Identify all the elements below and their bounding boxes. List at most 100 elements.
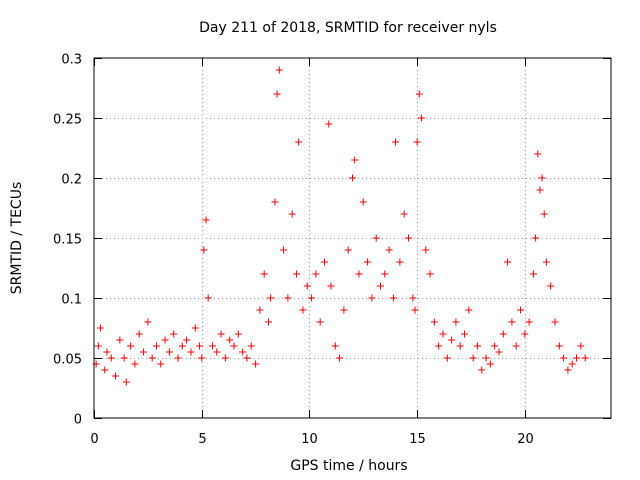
chart-title: Day 211 of 2018, SRMTID for receiver nyl…: [199, 20, 497, 36]
data-point: [389, 294, 397, 302]
data-point: [577, 342, 585, 350]
data-point: [368, 294, 376, 302]
data-point: [540, 210, 548, 218]
data-point: [400, 210, 408, 218]
data-point: [456, 342, 464, 350]
data-point: [536, 186, 544, 194]
data-point: [103, 348, 111, 356]
data-point: [144, 318, 152, 326]
data-point: [372, 234, 380, 242]
data-point: [213, 348, 221, 356]
data-point: [157, 360, 165, 368]
data-point: [331, 342, 339, 350]
data-point: [122, 378, 130, 386]
data-point: [529, 270, 537, 278]
data-point: [165, 348, 173, 356]
data-point: [107, 354, 115, 362]
data-point: [504, 258, 512, 266]
data-point: [430, 318, 438, 326]
data-point: [284, 294, 292, 302]
y-tick-label: 0.05: [53, 353, 82, 368]
data-point: [116, 336, 124, 344]
y-tick-label: 0.2: [61, 173, 82, 188]
data-point: [230, 342, 238, 350]
data-point: [273, 90, 281, 98]
data-point: [443, 354, 451, 362]
data-point: [495, 348, 503, 356]
data-point: [364, 258, 372, 266]
data-point: [547, 282, 555, 290]
data-point: [448, 336, 456, 344]
data-point: [161, 336, 169, 344]
y-tick-label: 0.3: [61, 53, 82, 68]
data-point: [196, 342, 204, 350]
data-point: [568, 360, 576, 368]
data-point: [405, 234, 413, 242]
data-point: [271, 198, 279, 206]
data-point: [131, 360, 139, 368]
data-point: [392, 138, 400, 146]
data-point: [538, 174, 546, 182]
data-point: [508, 318, 516, 326]
y-tick-label: 0.25: [53, 113, 82, 128]
data-point: [551, 318, 559, 326]
data-point: [288, 210, 296, 218]
data-point: [170, 330, 178, 338]
data-point: [135, 330, 143, 338]
data-point: [299, 306, 307, 314]
data-points: [92, 66, 589, 386]
data-point: [327, 282, 335, 290]
data-point: [200, 246, 208, 254]
data-point: [187, 348, 195, 356]
data-point: [355, 270, 363, 278]
data-point: [96, 324, 104, 332]
data-point: [452, 318, 460, 326]
data-point: [478, 366, 486, 374]
data-point: [422, 246, 430, 254]
data-point: [243, 354, 251, 362]
data-point: [411, 306, 419, 314]
data-point: [325, 120, 333, 128]
data-point: [359, 198, 367, 206]
data-point: [396, 258, 404, 266]
data-point: [534, 150, 542, 158]
x-axis-label: GPS time / hours: [290, 458, 407, 474]
x-tick-label: 5: [198, 432, 206, 447]
data-point: [469, 354, 477, 362]
data-point: [308, 294, 316, 302]
data-point: [320, 258, 328, 266]
data-point: [112, 372, 120, 380]
data-point: [316, 318, 324, 326]
data-point: [174, 354, 182, 362]
data-point: [312, 270, 320, 278]
data-point: [101, 366, 109, 374]
data-point: [482, 354, 490, 362]
data-point: [191, 324, 199, 332]
y-tick-label: 0.15: [53, 233, 82, 248]
data-point: [256, 306, 264, 314]
data-point: [303, 282, 311, 290]
data-point: [377, 282, 385, 290]
data-point: [542, 258, 550, 266]
axis-ticks: 0 0.05 0.1 0.15 0.2 0.25 0.3 0 5 10 15 20: [53, 53, 611, 447]
data-point: [198, 354, 206, 362]
data-point: [573, 354, 581, 362]
data-point: [499, 330, 507, 338]
data-point: [295, 138, 303, 146]
data-point: [415, 90, 423, 98]
data-point: [340, 306, 348, 314]
data-point: [564, 366, 572, 374]
x-tick-label: 10: [301, 432, 318, 447]
data-point: [202, 216, 210, 224]
data-point: [385, 246, 393, 254]
data-point: [473, 342, 481, 350]
data-point: [267, 294, 275, 302]
data-point: [280, 246, 288, 254]
data-point: [351, 156, 359, 164]
data-point: [409, 294, 417, 302]
data-point: [234, 330, 242, 338]
data-point: [221, 354, 229, 362]
data-point: [292, 270, 300, 278]
data-point: [120, 354, 128, 362]
y-tick-label: 0: [74, 413, 82, 428]
